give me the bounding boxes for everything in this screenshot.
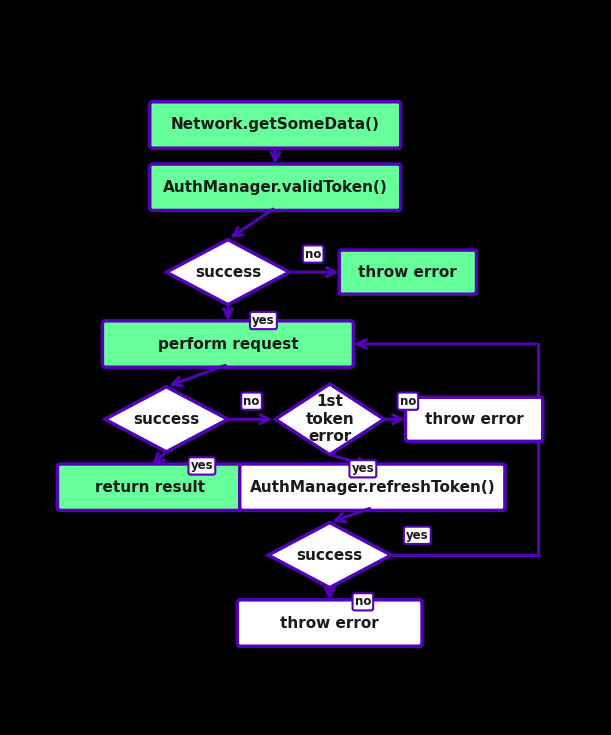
Text: throw error: throw error	[280, 615, 379, 631]
FancyBboxPatch shape	[406, 397, 543, 441]
Text: no: no	[354, 595, 371, 609]
Text: 1st
token
error: 1st token error	[306, 395, 354, 444]
Polygon shape	[105, 387, 228, 452]
Polygon shape	[275, 384, 384, 455]
FancyBboxPatch shape	[57, 464, 242, 510]
Text: yes: yes	[252, 314, 275, 327]
Text: return result: return result	[95, 480, 205, 495]
Text: success: success	[133, 412, 199, 427]
Text: throw error: throw error	[359, 265, 457, 279]
Polygon shape	[166, 240, 290, 305]
FancyBboxPatch shape	[240, 464, 505, 510]
FancyBboxPatch shape	[237, 600, 422, 646]
Text: success: success	[195, 265, 261, 279]
Text: Network.getSomeData(): Network.getSomeData()	[171, 118, 379, 132]
Text: success: success	[296, 548, 363, 562]
Text: AuthManager.validToken(): AuthManager.validToken()	[163, 180, 387, 195]
Text: no: no	[305, 248, 321, 260]
FancyBboxPatch shape	[103, 320, 353, 368]
Text: yes: yes	[351, 462, 374, 476]
FancyBboxPatch shape	[150, 101, 401, 148]
Text: throw error: throw error	[425, 412, 524, 427]
Text: yes: yes	[406, 528, 429, 542]
Text: no: no	[400, 395, 416, 408]
FancyBboxPatch shape	[339, 250, 477, 294]
Text: perform request: perform request	[158, 337, 298, 351]
FancyBboxPatch shape	[150, 164, 401, 210]
Text: AuthManager.refreshToken(): AuthManager.refreshToken()	[249, 480, 495, 495]
Text: no: no	[243, 395, 260, 408]
Polygon shape	[268, 523, 391, 588]
Text: yes: yes	[191, 459, 213, 473]
